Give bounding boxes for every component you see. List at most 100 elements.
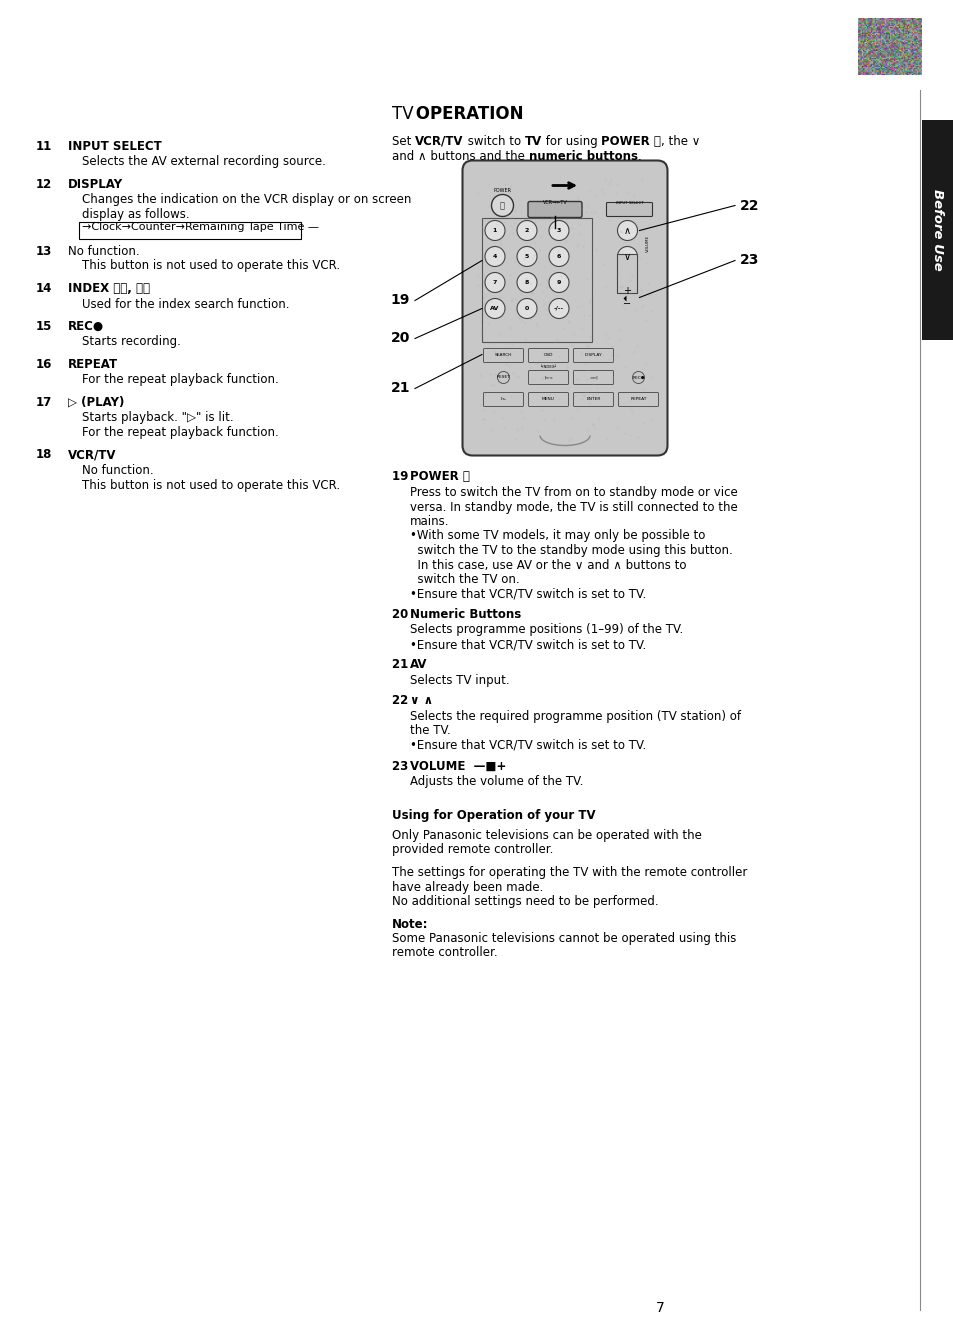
Text: MENU: MENU [541,397,555,401]
FancyBboxPatch shape [483,393,523,406]
Text: AV: AV [490,306,499,310]
Text: provided remote controller.: provided remote controller. [392,843,553,856]
Text: No additional settings need to be performed.: No additional settings need to be perfor… [392,895,658,908]
Text: +: + [623,285,631,296]
Text: TV: TV [392,105,414,123]
Text: the TV.: the TV. [410,725,450,738]
Circle shape [548,246,568,266]
Text: ▷ (PLAY): ▷ (PLAY) [68,396,124,409]
Text: -/--: -/-- [554,306,563,310]
Text: Using for Operation of your TV: Using for Operation of your TV [392,810,595,822]
Text: Set: Set [392,135,415,148]
Text: 3: 3 [557,228,560,233]
FancyBboxPatch shape [483,349,523,362]
Circle shape [491,194,513,217]
Text: and ∧ buttons and the: and ∧ buttons and the [392,151,528,164]
Text: ∨: ∨ [623,252,630,261]
Circle shape [617,246,637,266]
Text: have already been made.: have already been made. [392,880,543,894]
Circle shape [484,273,504,293]
Text: VCR/TV: VCR/TV [415,135,463,148]
Text: 23: 23 [392,759,412,773]
Text: 18: 18 [35,449,52,461]
Text: OPERATION: OPERATION [410,105,523,123]
Text: RESET: RESET [497,376,510,380]
Text: ⏻: ⏻ [499,201,504,210]
Text: 22: 22 [392,694,412,707]
Circle shape [484,221,504,241]
Text: 8: 8 [524,280,529,285]
Text: Note:: Note: [392,918,428,931]
Text: −: − [622,300,631,309]
Text: 23: 23 [740,253,759,268]
Text: 12: 12 [35,178,52,190]
Text: For the repeat playback function.: For the repeat playback function. [82,426,278,440]
Text: REC●: REC● [632,376,644,380]
Text: for using: for using [541,135,600,148]
Circle shape [632,372,644,384]
Text: 9: 9 [557,280,560,285]
Circle shape [497,372,509,384]
Text: In this case, use AV or the ∨ and ∧ buttons to: In this case, use AV or the ∨ and ∧ butt… [410,558,686,571]
Text: 17: 17 [35,396,52,409]
Text: INDEX ⏮⏮, ⏭⏭: INDEX ⏮⏮, ⏭⏭ [68,282,150,294]
Text: →Clock→Counter→Remaining Tape Time —: →Clock→Counter→Remaining Tape Time — [82,222,318,233]
Text: Only Panasonic televisions can be operated with the: Only Panasonic televisions can be operat… [392,829,701,842]
Text: VOLUME: VOLUME [645,234,649,252]
Text: .: . [637,151,640,164]
Text: Selects the AV external recording source.: Selects the AV external recording source… [82,156,326,169]
FancyBboxPatch shape [573,349,613,362]
Text: |<<: |<< [543,376,553,380]
FancyBboxPatch shape [573,370,613,385]
Text: Starts playback. "▷" is lit.: Starts playback. "▷" is lit. [82,412,233,425]
Circle shape [484,298,504,318]
Text: No function.: No function. [68,245,139,258]
Text: Some Panasonic televisions cannot be operated using this: Some Panasonic televisions cannot be ope… [392,932,736,944]
Text: Changes the indication on the VCR display or on screen: Changes the indication on the VCR displa… [82,193,411,206]
Text: Selects the required programme position (TV station) of: Selects the required programme position … [410,710,740,723]
Text: Selects TV input.: Selects TV input. [410,674,509,687]
Text: └INDEX┘: └INDEX┘ [539,365,557,369]
FancyBboxPatch shape [462,160,667,456]
Text: Press to switch the TV from on to standby mode or vice: Press to switch the TV from on to standb… [410,486,737,500]
Text: POWER ⏻: POWER ⏻ [600,135,660,148]
Text: REPEAT: REPEAT [630,397,646,401]
Text: Used for the index search function.: Used for the index search function. [82,297,289,310]
Text: For the repeat playback function.: For the repeat playback function. [82,373,278,386]
Text: •Ensure that VCR/TV switch is set to TV.: •Ensure that VCR/TV switch is set to TV. [410,587,645,601]
Text: Before Use: Before Use [930,189,943,270]
Text: ∨ ∧: ∨ ∧ [410,694,433,707]
FancyBboxPatch shape [606,202,652,217]
Text: mains.: mains. [410,515,449,527]
Text: 2: 2 [524,228,529,233]
Text: switch the TV on.: switch the TV on. [410,573,519,586]
FancyBboxPatch shape [573,393,613,406]
FancyBboxPatch shape [528,349,568,362]
Text: AV: AV [410,658,427,671]
Text: REC●: REC● [68,320,104,333]
Text: DISPLAY: DISPLAY [584,353,601,357]
Text: TV: TV [524,135,541,148]
Text: OSD: OSD [543,353,553,357]
Polygon shape [623,296,626,301]
Circle shape [617,221,637,241]
Text: 0: 0 [524,306,529,310]
Bar [921,120,953,340]
Text: INPUT SELECT: INPUT SELECT [68,140,162,153]
Text: Adjusts the volume of the TV.: Adjusts the volume of the TV. [410,775,583,789]
Text: 11: 11 [35,140,52,153]
Text: •With some TV models, it may only be possible to: •With some TV models, it may only be pos… [410,530,704,542]
Text: 15: 15 [35,320,52,333]
Text: Numeric Buttons: Numeric Buttons [410,607,520,621]
Bar [481,217,592,341]
Text: 14: 14 [35,282,52,294]
Text: Selects programme positions (1–99) of the TV.: Selects programme positions (1–99) of th… [410,623,682,637]
Bar [617,253,637,293]
FancyBboxPatch shape [618,393,658,406]
Text: 5: 5 [524,254,529,258]
Text: 7: 7 [655,1301,663,1315]
Bar [79,221,301,238]
Text: versa. In standby mode, the TV is still connected to the: versa. In standby mode, the TV is still … [410,501,737,514]
Circle shape [517,221,537,241]
Text: Starts recording.: Starts recording. [82,336,181,349]
